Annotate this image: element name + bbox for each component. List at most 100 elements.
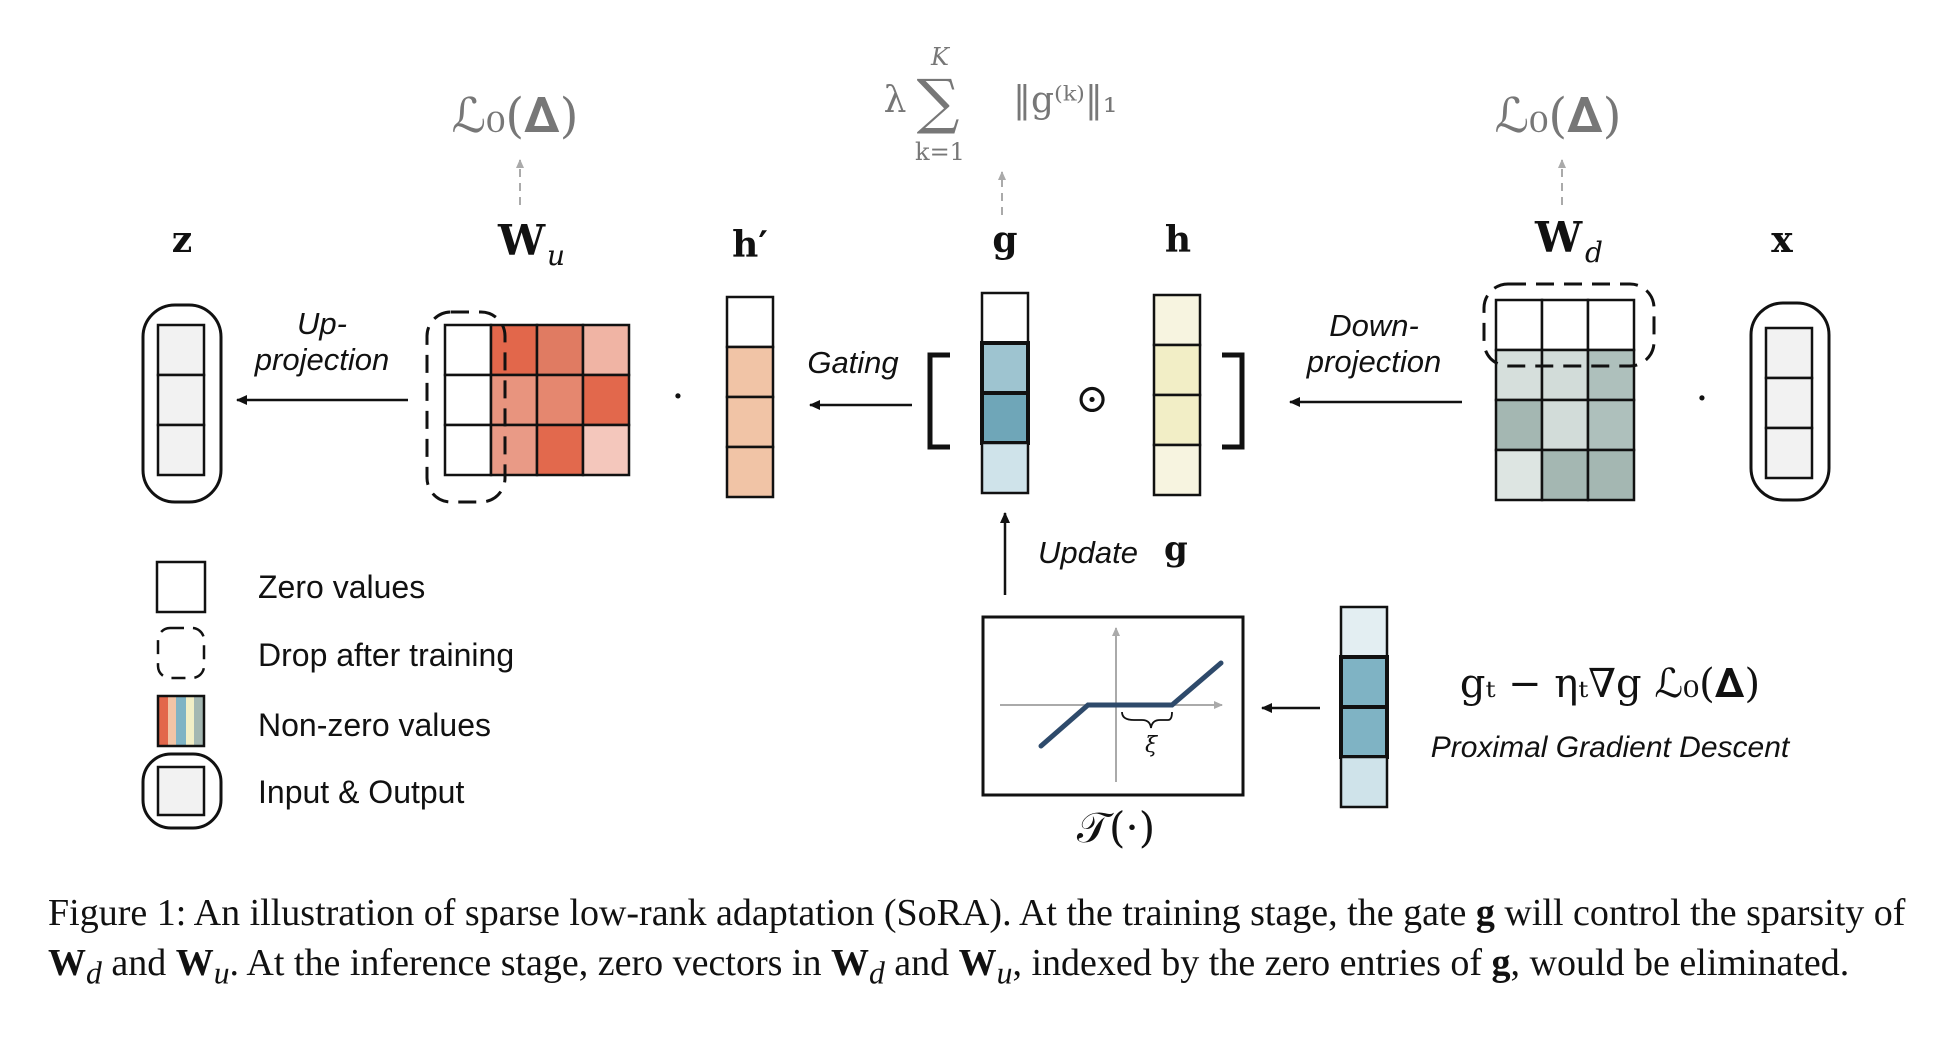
- update-var: g: [1164, 529, 1188, 569]
- legend-drop-label: Drop after training: [258, 637, 514, 673]
- up-projection-label-line1: Up-: [297, 306, 347, 341]
- x-cell: [1764, 326, 1814, 380]
- legend-io-cell: [156, 765, 206, 817]
- dot-product-right: ·: [1696, 376, 1709, 422]
- figure-caption: Figure 1: An illustration of sparse low-…: [48, 892, 1906, 991]
- up-projection-label-line2: projection: [254, 342, 389, 377]
- wd-cell: [1586, 348, 1636, 402]
- wu-matrix: [443, 323, 631, 477]
- wd-cell: [1494, 448, 1544, 502]
- wd-cell: [1494, 398, 1544, 452]
- label-wu-sub: u: [547, 239, 565, 272]
- dot-product-left: ·: [672, 374, 685, 420]
- threshold-label: 𝒯(·): [1077, 803, 1155, 852]
- hprime-cell: [725, 345, 775, 399]
- wu-cell: [443, 373, 493, 427]
- z-output-vector: [141, 303, 223, 504]
- x-input-vector: [1749, 301, 1831, 502]
- wu-cell: [489, 423, 539, 477]
- sum-upper-limit: K: [930, 43, 951, 71]
- wu-cell: [443, 423, 493, 477]
- x-cell: [1764, 376, 1814, 430]
- legend-nonzero-label: Non-zero values: [258, 707, 491, 743]
- x-cell: [1764, 426, 1814, 480]
- z-cell: [156, 373, 206, 427]
- z-cell: [156, 323, 206, 377]
- label-wd: W d: [1534, 213, 1603, 269]
- wu-cell: [581, 323, 631, 377]
- sum-lambda: λ: [884, 80, 907, 121]
- label-wu-main: W: [497, 216, 546, 265]
- wd-cell: [1540, 398, 1590, 452]
- label-hprime: h′: [732, 224, 768, 266]
- threshold-function-box: ξ: [981, 615, 1245, 797]
- pgd-cell: [1339, 655, 1389, 709]
- wu-cell: [535, 423, 585, 477]
- legend-io-label: Input & Output: [258, 774, 464, 810]
- xi-label: ξ: [1145, 733, 1159, 758]
- hadamard-product: ⊙: [1075, 376, 1109, 422]
- legend: Zero values Drop after training Non-zero…: [141, 560, 514, 830]
- legend-zero-label: Zero values: [258, 569, 425, 605]
- wu-cell: [535, 323, 585, 377]
- label-z: z: [172, 219, 192, 261]
- label-wu: W u: [497, 216, 565, 272]
- wd-drop-dashed-frame: [1482, 282, 1656, 368]
- h-cell: [1152, 343, 1202, 397]
- sum-norm: ‖g⁽ᵏ⁾‖₁: [1013, 80, 1117, 121]
- wd-cell: [1540, 348, 1590, 402]
- threshold-curve: [1038, 660, 1224, 749]
- wd-cell: [1540, 298, 1590, 352]
- wd-cell: [1494, 348, 1544, 402]
- wu-cell: [581, 373, 631, 427]
- h-vector: [1152, 293, 1202, 497]
- pgd-cell: [1339, 605, 1389, 659]
- down-projection-label-line1: Down-: [1329, 308, 1419, 343]
- sparsity-regularizer: λ ∑ K k=1 ‖g⁽ᵏ⁾‖₁: [884, 43, 1118, 166]
- pgd-label: Proximal Gradient Descent: [1431, 731, 1791, 764]
- down-projection-label-line2: projection: [1306, 344, 1441, 379]
- hprime-vector: [725, 295, 775, 499]
- pgd-vector: [1339, 605, 1389, 809]
- sum-sigma: ∑: [917, 67, 960, 137]
- hprime-cell: [725, 295, 775, 349]
- wu-cell: [489, 373, 539, 427]
- z-cell: [156, 423, 206, 477]
- g-cell: [980, 441, 1030, 495]
- pgd-formula: gₜ − ηₜ∇g ℒ₀(𝚫): [1460, 661, 1760, 707]
- hprime-cell: [725, 445, 775, 499]
- wu-cell: [443, 323, 493, 377]
- wu-cell: [489, 323, 539, 377]
- wd-cell: [1586, 448, 1636, 502]
- wu-cell: [535, 373, 585, 427]
- pgd-cell: [1339, 705, 1389, 759]
- legend-zero-swatch: [155, 560, 207, 614]
- wu-cell: [581, 423, 631, 477]
- label-x: x: [1771, 219, 1793, 261]
- label-wd-main: W: [1534, 213, 1583, 262]
- label-h: h: [1165, 219, 1191, 261]
- wd-matrix: [1494, 298, 1636, 502]
- g-gate-vector: [980, 291, 1030, 495]
- sora-diagram: ℒ₀(𝚫) λ ∑ K k=1 ‖g⁽ᵏ⁾‖₁ ℒ₀(𝚫) z W u h′ g…: [141, 43, 1831, 852]
- h-cell: [1152, 293, 1202, 347]
- g-cell: [980, 391, 1030, 445]
- gating-label: Gating: [807, 345, 898, 380]
- left-bracket: [927, 352, 950, 450]
- legend-drop-swatch: [156, 626, 206, 680]
- sum-lower-limit: k=1: [915, 138, 965, 166]
- wu-drop-dashed-frame: [425, 310, 507, 504]
- h-cell: [1152, 443, 1202, 497]
- right-bracket: [1222, 352, 1245, 450]
- g-cell: [980, 341, 1030, 395]
- h-cell: [1152, 393, 1202, 447]
- wd-cell: [1586, 398, 1636, 452]
- legend-nonzero-swatch: [156, 694, 206, 748]
- label-wd-sub: d: [1585, 236, 1603, 269]
- pgd-cell: [1339, 755, 1389, 809]
- wd-cell: [1494, 298, 1544, 352]
- hprime-cell: [725, 395, 775, 449]
- update-label: Update: [1038, 535, 1138, 570]
- l0-right-formula: ℒ₀(𝚫): [1495, 88, 1622, 144]
- l0-left-formula: ℒ₀(𝚫): [452, 88, 579, 144]
